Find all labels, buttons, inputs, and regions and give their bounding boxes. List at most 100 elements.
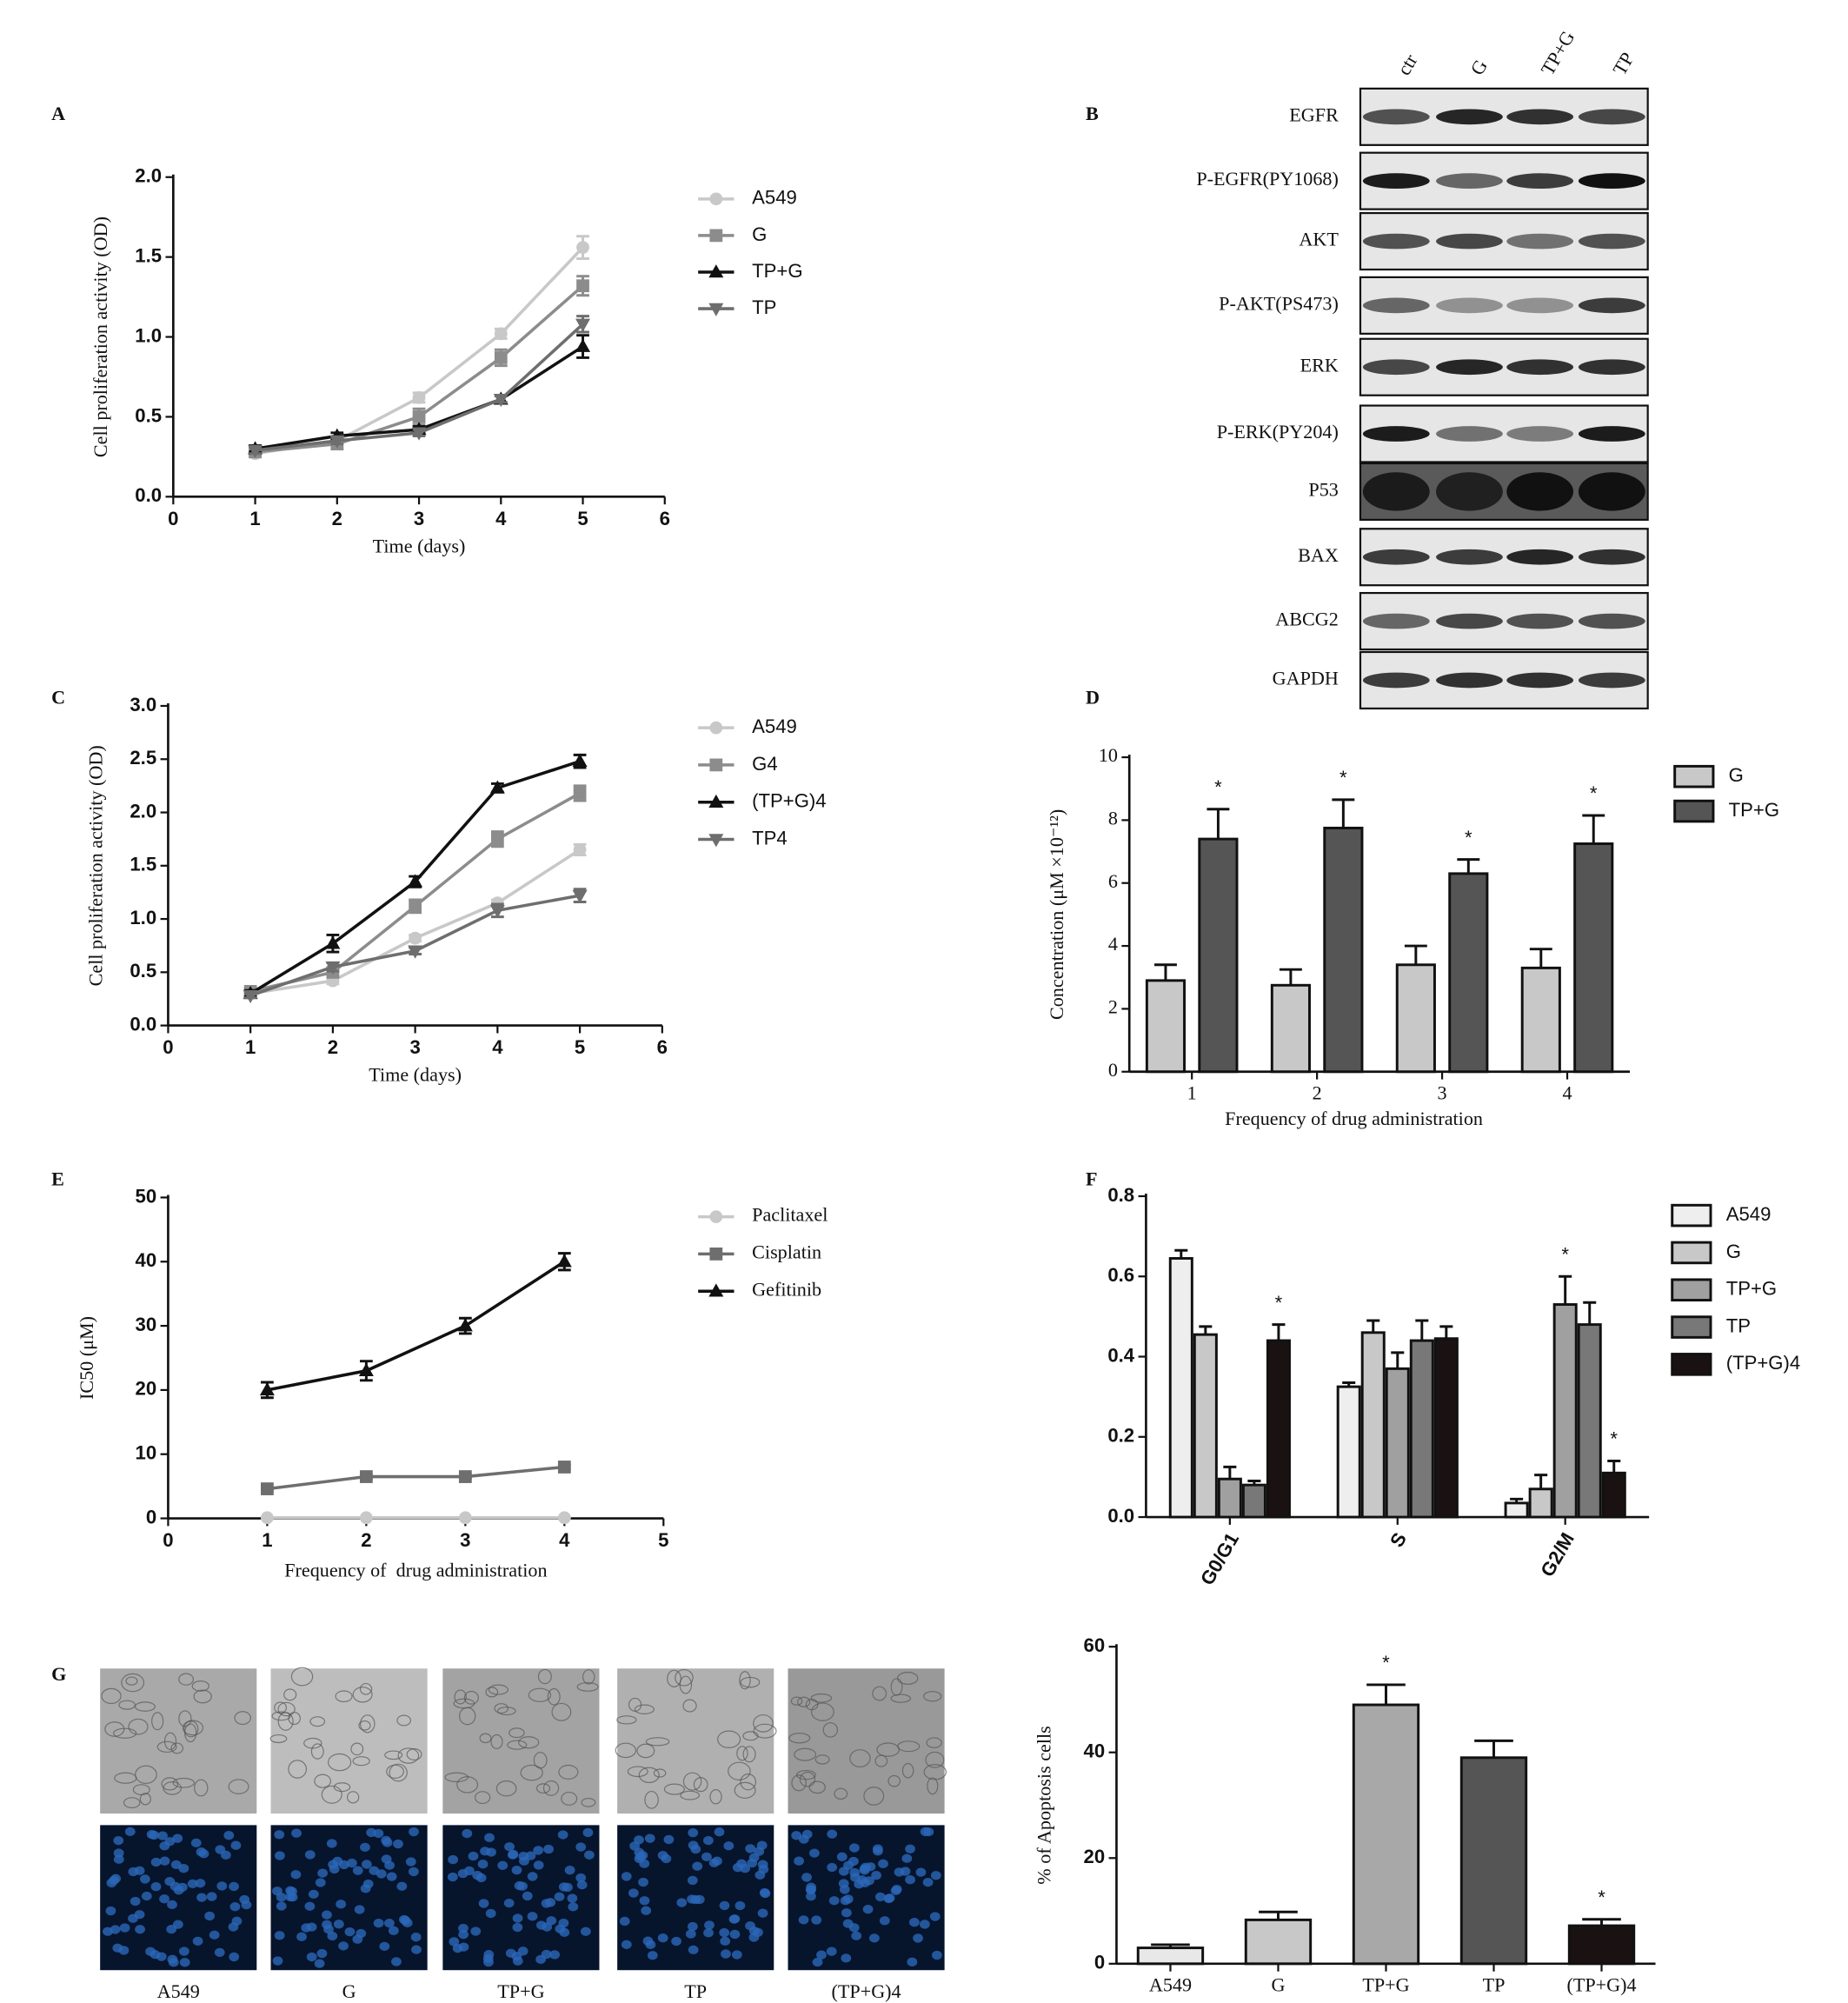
panel-label: C bbox=[51, 687, 65, 709]
nucleus bbox=[874, 1892, 886, 1902]
nucleus bbox=[411, 1945, 422, 1954]
x-tick-label: (TP+G)4 bbox=[1566, 1973, 1636, 1995]
cell bbox=[495, 1780, 517, 1797]
nucleus bbox=[862, 1905, 874, 1914]
blot-band bbox=[1506, 472, 1574, 511]
nucleus bbox=[740, 1864, 751, 1873]
micrograph-label: (TP+G)4 bbox=[832, 1980, 901, 2002]
y-tick-label: 40 bbox=[1084, 1740, 1106, 1762]
legend-label: (TP+G)4 bbox=[1726, 1352, 1800, 1374]
nucleus bbox=[447, 1872, 458, 1882]
nucleus bbox=[220, 1850, 231, 1860]
nucleus bbox=[304, 1901, 316, 1911]
nucleus bbox=[688, 1945, 699, 1955]
nucleus bbox=[562, 1882, 573, 1893]
nucleus bbox=[543, 1844, 554, 1854]
nucleus bbox=[139, 1874, 150, 1884]
cell bbox=[475, 1791, 491, 1805]
x-axis-title: Time (days) bbox=[369, 1064, 462, 1086]
bar bbox=[1573, 842, 1614, 1074]
legend-swatch bbox=[1671, 1278, 1712, 1302]
cell bbox=[485, 1687, 499, 1698]
cell bbox=[178, 1710, 192, 1727]
nucleus bbox=[485, 1908, 496, 1919]
y-axis-title: Cell proliferation activity (OD) bbox=[84, 745, 106, 986]
y-tick-label: 50 bbox=[136, 1185, 157, 1207]
nucleus bbox=[511, 1866, 522, 1875]
nucleus bbox=[628, 1888, 639, 1898]
nucleus bbox=[229, 1881, 239, 1892]
legend-label: TP bbox=[752, 296, 776, 318]
y-tick-label: 1.5 bbox=[130, 854, 156, 875]
nucleus bbox=[879, 1916, 890, 1926]
cell bbox=[121, 1673, 145, 1693]
x-tick-label: G2/M bbox=[1536, 1529, 1579, 1580]
legend-marker bbox=[708, 1283, 724, 1297]
bar bbox=[1145, 979, 1187, 1074]
cell bbox=[582, 1669, 595, 1685]
nucleus bbox=[346, 1858, 357, 1868]
nucleus bbox=[164, 1837, 176, 1847]
nucleus bbox=[229, 1952, 240, 1962]
cell bbox=[628, 1697, 642, 1712]
nucleus bbox=[871, 1871, 881, 1880]
nucleus bbox=[306, 1952, 317, 1962]
cell bbox=[799, 1771, 816, 1787]
nucleus bbox=[239, 1894, 250, 1905]
nucleus bbox=[703, 1928, 714, 1938]
cell bbox=[863, 1787, 885, 1806]
cell bbox=[397, 1747, 420, 1764]
x-tick-label: 6 bbox=[657, 1036, 668, 1058]
blot-band bbox=[1436, 613, 1503, 629]
nucleus bbox=[135, 1925, 145, 1934]
cell bbox=[309, 1716, 326, 1727]
nucleus bbox=[333, 1920, 344, 1929]
nucleus bbox=[405, 1857, 416, 1867]
nucleus bbox=[204, 1911, 216, 1921]
marker bbox=[572, 753, 588, 767]
y-tick-label: 2.0 bbox=[135, 165, 162, 187]
cell bbox=[459, 1707, 476, 1726]
cell bbox=[507, 1740, 528, 1750]
nucleus bbox=[848, 1923, 860, 1933]
protein-label: P-AKT(PS473) bbox=[1219, 292, 1339, 314]
error-bar bbox=[1439, 1325, 1453, 1339]
series-line bbox=[249, 848, 582, 995]
blot-band bbox=[1436, 426, 1503, 442]
bar bbox=[1552, 1303, 1578, 1519]
nucleus bbox=[179, 1958, 190, 1967]
blot-band bbox=[1436, 359, 1503, 376]
nucleus bbox=[106, 1878, 117, 1888]
nucleus bbox=[859, 1864, 870, 1873]
nucleus bbox=[753, 1927, 763, 1937]
significance-marker: * bbox=[1382, 1652, 1390, 1674]
cell bbox=[288, 1760, 307, 1779]
nucleus bbox=[644, 1833, 655, 1843]
nucleus bbox=[393, 1839, 403, 1849]
blot-band bbox=[1362, 672, 1430, 689]
cell bbox=[528, 1687, 552, 1702]
cell bbox=[645, 1737, 670, 1747]
cell bbox=[551, 1702, 572, 1721]
nucleus bbox=[328, 1860, 339, 1869]
nucleus bbox=[457, 1868, 469, 1879]
bar bbox=[1241, 1483, 1266, 1519]
y-tick-label: 60 bbox=[1084, 1634, 1106, 1656]
nucleus bbox=[145, 1946, 156, 1956]
nucleus bbox=[754, 1870, 766, 1880]
nucleus bbox=[688, 1828, 699, 1838]
nucleus bbox=[907, 1957, 918, 1967]
blot-band bbox=[1362, 297, 1430, 314]
significance-marker: * bbox=[1214, 776, 1222, 798]
cell bbox=[638, 1767, 660, 1783]
nucleus bbox=[322, 1910, 332, 1920]
panel-label: B bbox=[1086, 103, 1099, 124]
error-bar bbox=[1366, 1683, 1406, 1706]
cell bbox=[104, 1721, 125, 1737]
marker bbox=[493, 393, 509, 408]
y-tick-label: 0.0 bbox=[130, 1013, 156, 1035]
nucleus bbox=[891, 1885, 902, 1894]
nucleus bbox=[729, 1929, 741, 1940]
nucleus bbox=[379, 1941, 390, 1952]
blot-band bbox=[1436, 472, 1503, 511]
